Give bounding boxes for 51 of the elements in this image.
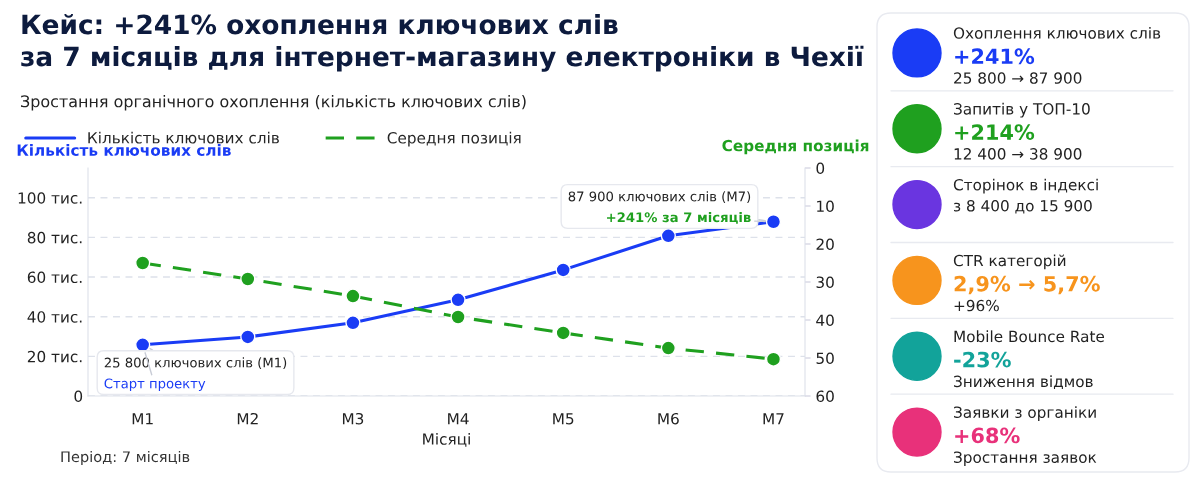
text: CTR категорій 2,9% → 5,7% +96% [953, 254, 1100, 312]
point [135, 255, 151, 271]
chart-subtitle: Зростання органічного охоплення (кількість ключових слів) [21, 95, 526, 111]
point [450, 292, 466, 308]
y-axis-title: Кількість ключових слів [17, 144, 231, 156]
x-axis-title: Місяці [423, 433, 470, 447]
y2-tick-label: 10 [817, 200, 834, 213]
point [555, 325, 571, 341]
x-tick-label: M3 [342, 412, 364, 425]
y-tick-label: 80 тис. [27, 231, 82, 244]
x-tick-label: M1 [132, 413, 153, 425]
text: Запитів у ТОП-10 +214% 12 400 → 38 900 [954, 102, 1090, 160]
legend-label: Кількість ключових слів [88, 131, 279, 144]
text: Період: 7 місяців [61, 450, 190, 466]
y-tick-label: 0 [74, 390, 83, 403]
y2-tick-label: 50 [816, 352, 834, 365]
y2-tick-label: 20 [816, 238, 834, 251]
y-tick-label: 60 тис. [27, 271, 82, 284]
y2-tick-label: 30 [816, 276, 834, 289]
point [345, 315, 361, 331]
x-tick-label: M4 [448, 413, 469, 425]
point [765, 351, 782, 367]
point [240, 329, 256, 345]
text: Заявки з органіки +68% Зростання заявок [954, 406, 1097, 466]
point [660, 228, 676, 244]
x-tick-label: M7 [763, 413, 784, 425]
y-tick-label: 20 тис. [27, 350, 82, 363]
y2-axis-title: Середня позиція [722, 139, 869, 155]
point [450, 309, 466, 325]
annotation: +241% за 7 місяців [607, 212, 751, 224]
annotation: 87 900 ключових слів (M7) [568, 191, 751, 203]
point [345, 288, 361, 304]
y2-tick-label: 40 [816, 314, 834, 327]
x-tick-label: M2 [237, 412, 258, 425]
text: Охоплення ключових слів +241% 25 800 → 87 900 [953, 27, 1161, 84]
text: Сторінок в індексі з 8 400 до 15 900 [953, 178, 1098, 214]
point [240, 271, 256, 287]
y-tick-label: 40 тис. [27, 311, 82, 323]
annotation: 25 800 ключових слів (M1) [104, 357, 287, 370]
point [660, 340, 676, 356]
legend-label: Середня позиція [387, 131, 521, 147]
x-tick-label: M6 [658, 412, 679, 425]
text: Mobile Bounce Rate -23% Зниження відмов [954, 330, 1105, 390]
point [765, 214, 782, 230]
chart-title: Кейс: +241% охоплення ключових слів за 7 місяців для інтернет-магазину електроніки в Чехії [21, 13, 864, 72]
point [555, 262, 571, 278]
y-tick-label: 100 тис. [18, 192, 82, 204]
y2-tick-label: 0 [816, 162, 825, 175]
x-tick-label: M5 [553, 413, 574, 425]
annotation: Старт проекту [104, 378, 206, 391]
y2-tick-label: 60 [816, 390, 834, 403]
